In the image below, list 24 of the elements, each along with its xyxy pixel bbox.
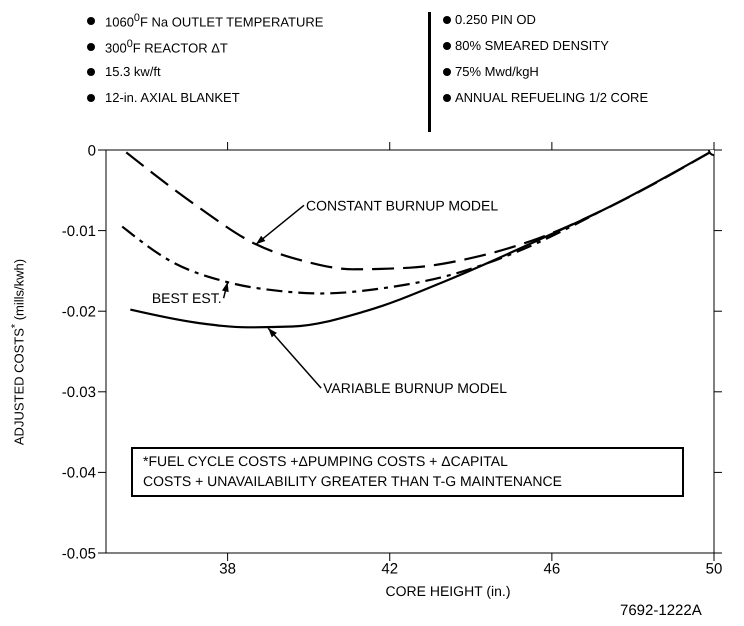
y-tick-label: 0: [88, 142, 96, 160]
x-tick-label: 46: [544, 560, 560, 578]
x-tick-label: 38: [219, 560, 236, 578]
text: 75% Mwd/kgH: [455, 64, 539, 79]
annotation: VARIABLE BURNUP MODEL: [323, 380, 508, 396]
y-tick-label: -0.05: [62, 545, 96, 562]
annotation: BEST EST.: [152, 290, 222, 306]
y-tick-label: -0.02: [62, 304, 96, 321]
x-tick-label: 50: [706, 560, 722, 578]
y-tick-label: -0.03: [62, 384, 96, 402]
text: 0.250 PIN OD: [455, 12, 536, 27]
y-tick-label: -0.04: [62, 464, 96, 482]
text: ANNUAL REFUELING 1/2 CORE: [455, 90, 648, 105]
text: 7692-1222A: [620, 602, 702, 619]
x-axis-title: CORE HEIGHT (in.): [386, 583, 510, 599]
text: 15.3 kw/ft: [105, 64, 161, 79]
text: 1060$^{0}$F Na OUTLET TEMPERATURE: [105, 12, 324, 30]
annotation: *FUEL CYCLE COSTS +ΔPUMPING COSTS + ΔCAPITAL COSTS + UNAVAILABILITY GREATER THAN T-G MAINTENANCE: [143, 452, 562, 491]
text: 80% SMEARED DENSITY: [455, 38, 609, 53]
annotation: CONSTANT BURNUP MODEL: [306, 197, 498, 214]
text: 12-in. AXIAL BLANKET: [105, 90, 240, 105]
text: 300$^{0}$F REACTOR ΔT: [105, 38, 228, 56]
x-tick-label: 42: [381, 560, 398, 578]
y-tick-label: -0.01: [62, 222, 96, 240]
